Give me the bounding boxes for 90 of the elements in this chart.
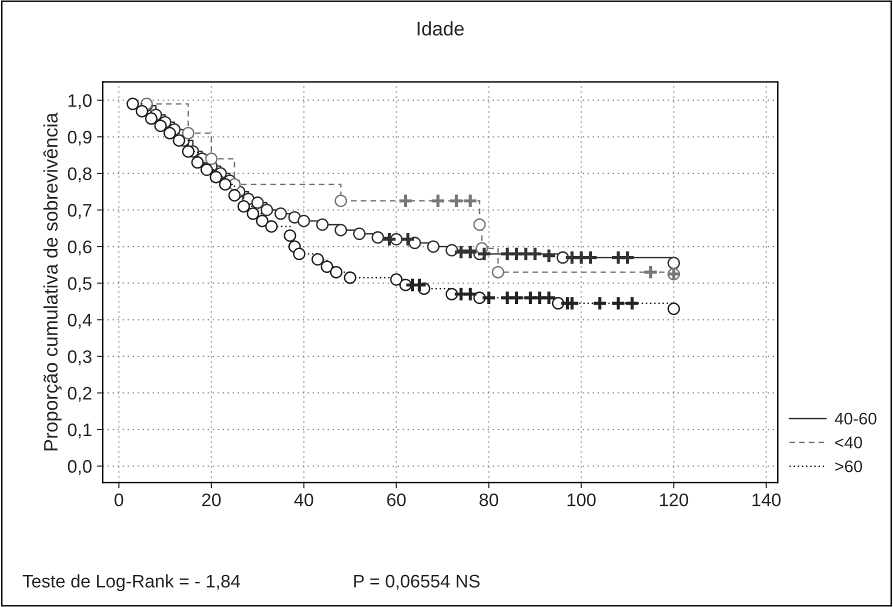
point (200, 164, 213, 176)
point (298, 214, 310, 228)
chart-title: Idade (418, 21, 464, 36)
x-tick-label: 140 (752, 493, 781, 506)
point (624, 296, 640, 312)
point (251, 196, 264, 209)
text: P = 0,06554 NS (354, 574, 480, 590)
point (182, 126, 194, 140)
y-tick-label: 0,1 (68, 423, 92, 438)
point (311, 253, 324, 266)
point (210, 170, 222, 184)
point (353, 228, 366, 240)
y-tick-label: 0,3 (68, 350, 92, 366)
x-tick-label: 120 (660, 493, 688, 506)
point (284, 229, 296, 242)
y-tick-label: 0,8 (68, 167, 92, 182)
point (541, 248, 557, 264)
point (492, 266, 504, 278)
point (556, 251, 570, 264)
point (398, 193, 414, 209)
point (292, 248, 306, 260)
point (446, 288, 458, 300)
point (642, 264, 658, 280)
point (508, 290, 524, 306)
point (344, 271, 356, 284)
point (163, 126, 176, 140)
point (237, 200, 250, 213)
point (668, 302, 680, 316)
point (330, 266, 342, 278)
y-tick-label: 0,9 (68, 130, 92, 146)
x-tick-label: 0 (114, 493, 124, 506)
point (541, 290, 557, 306)
point (610, 296, 626, 312)
point (552, 297, 564, 310)
point (400, 232, 416, 248)
point (320, 260, 334, 273)
x-tick-label: 20 (202, 493, 221, 506)
text: Teste de Log-Rank = - 1,84 (22, 574, 240, 592)
point (462, 193, 478, 209)
point (334, 224, 348, 236)
point (592, 296, 608, 312)
point (372, 231, 384, 244)
point (274, 207, 287, 220)
point (476, 246, 492, 262)
y-tick-label: 0,4 (68, 314, 92, 329)
point (390, 273, 403, 286)
x-tick-label: 40 (294, 493, 314, 506)
point (481, 290, 497, 306)
point (430, 193, 446, 209)
y-tick-label: 0,7 (68, 204, 92, 219)
point (382, 232, 398, 248)
point (172, 134, 186, 147)
y-tick-label: 1,0 (68, 94, 92, 110)
point (136, 104, 148, 118)
point (448, 193, 464, 209)
point (205, 152, 218, 166)
point (191, 156, 204, 169)
y-axis-title: Proporção cumulativa de sobrevivência (43, 112, 62, 450)
point (582, 250, 598, 266)
point (246, 207, 260, 220)
point (260, 204, 274, 216)
y-tick-label: 0,0 (68, 460, 92, 475)
x-tick-label: 60 (387, 493, 406, 506)
point (620, 250, 636, 266)
point (182, 145, 194, 158)
legend-label: >60 (835, 460, 862, 472)
point (218, 178, 232, 191)
point (668, 256, 680, 270)
x-tick-label: 80 (480, 493, 498, 506)
point (462, 286, 478, 302)
point (228, 189, 241, 202)
point (288, 211, 301, 224)
point (427, 240, 440, 253)
point (256, 214, 268, 228)
point (473, 218, 486, 231)
y-tick-label: 0,5 (68, 277, 92, 292)
x-tick-label: 100 (568, 493, 596, 506)
point (446, 244, 458, 256)
point (527, 246, 543, 262)
point (265, 220, 278, 233)
legend-label: <40 (835, 436, 862, 448)
point (334, 194, 348, 208)
point (154, 120, 167, 132)
y-tick-label: 0,6 (68, 240, 92, 256)
point (462, 244, 478, 260)
point (126, 98, 139, 110)
point (316, 218, 329, 231)
legend-label: 40-60 (834, 412, 876, 425)
point (144, 112, 158, 125)
y-tick-label: 0,2 (68, 386, 92, 402)
